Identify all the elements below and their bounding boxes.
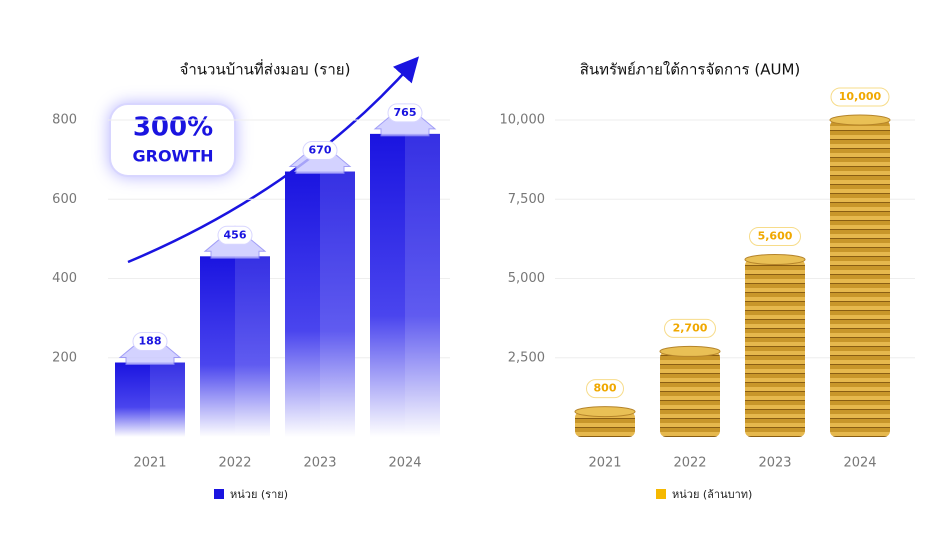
value-label: 765 (394, 106, 417, 119)
value-label: 188 (139, 335, 162, 348)
value-pill (217, 225, 253, 245)
legend-swatch (656, 489, 666, 499)
value-label: 5,600 (758, 229, 793, 242)
bar-side (235, 256, 270, 437)
x-tick-label: 2024 (388, 456, 421, 471)
coin-top (574, 406, 636, 418)
value-pill (586, 379, 624, 399)
value-pill (387, 103, 423, 123)
legend-label: หน่วย (ล้านบาท) (672, 488, 752, 501)
x-tick-label: 2023 (758, 456, 791, 471)
value-pill (664, 318, 716, 338)
coin-top (829, 114, 891, 126)
legend-label: หน่วย (ราย) (230, 488, 288, 501)
value-label: 456 (224, 228, 247, 241)
coin-top (744, 253, 806, 265)
bar (370, 133, 440, 437)
coin-stack (830, 120, 890, 437)
value-pill (302, 141, 338, 161)
y-tick-label: 5,000 (508, 271, 545, 286)
bar (200, 256, 270, 437)
chart-title: สินทรัพย์ภายใต้การจัดการ (AUM) (580, 61, 801, 79)
growth-percent: 300% (133, 113, 213, 143)
value-pill (749, 226, 801, 246)
bar-side (320, 171, 355, 437)
bar-side (150, 362, 185, 437)
x-tick-label: 2021 (588, 456, 621, 471)
growth-badge (109, 103, 236, 177)
chart-title: จำนวนบ้านที่ส่งมอบ (ราย) (180, 59, 351, 79)
x-tick-label: 2023 (303, 456, 336, 471)
legend-swatch (214, 489, 224, 499)
x-tick-label: 2021 (133, 456, 166, 471)
y-tick-label: 600 (52, 192, 77, 207)
coin-top (659, 345, 721, 357)
growth-text: GROWTH (132, 147, 213, 166)
x-tick-label: 2022 (218, 456, 251, 471)
x-tick-label: 2022 (673, 456, 706, 471)
value-label: 10,000 (839, 90, 882, 103)
value-label: 2,700 (673, 321, 708, 334)
x-tick-label: 2024 (843, 456, 876, 471)
value-label: 670 (309, 144, 332, 157)
y-tick-label: 10,000 (500, 113, 546, 128)
y-tick-label: 400 (52, 271, 77, 286)
value-pill (830, 87, 890, 107)
y-tick-label: 2,500 (508, 350, 545, 365)
y-tick-label: 800 (52, 113, 77, 128)
bar (115, 362, 185, 437)
coin-stack (575, 411, 635, 437)
bar-side (405, 133, 440, 437)
y-tick-label: 200 (52, 350, 77, 365)
y-tick-label: 7,500 (508, 192, 545, 207)
value-label: 800 (594, 382, 617, 395)
coin-stack (660, 351, 720, 437)
coin-stack (745, 259, 805, 437)
bar (285, 171, 355, 437)
value-pill (132, 332, 168, 352)
